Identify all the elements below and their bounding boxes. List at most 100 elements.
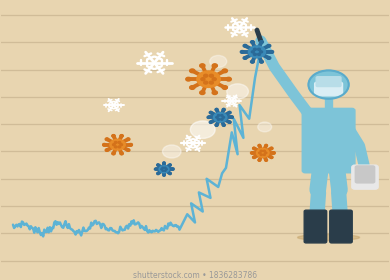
Circle shape <box>186 77 191 81</box>
Circle shape <box>253 156 255 158</box>
Circle shape <box>308 71 349 99</box>
Circle shape <box>161 169 163 170</box>
Circle shape <box>215 124 218 126</box>
Circle shape <box>222 69 227 73</box>
Circle shape <box>250 41 254 43</box>
FancyBboxPatch shape <box>330 210 352 243</box>
Circle shape <box>190 69 195 73</box>
Circle shape <box>105 149 109 151</box>
Circle shape <box>252 51 254 53</box>
Circle shape <box>217 118 220 120</box>
Circle shape <box>209 81 213 84</box>
Circle shape <box>113 144 115 146</box>
Circle shape <box>213 113 227 122</box>
FancyBboxPatch shape <box>304 210 327 243</box>
Circle shape <box>272 152 275 154</box>
Circle shape <box>169 173 171 174</box>
Circle shape <box>221 115 223 116</box>
Circle shape <box>112 152 115 155</box>
Circle shape <box>110 139 125 150</box>
Circle shape <box>230 116 233 118</box>
Circle shape <box>210 55 227 67</box>
Circle shape <box>270 50 273 53</box>
Circle shape <box>200 91 205 95</box>
Ellipse shape <box>298 234 360 241</box>
Circle shape <box>197 71 220 87</box>
Circle shape <box>260 154 262 155</box>
Circle shape <box>270 147 273 149</box>
Circle shape <box>215 109 218 111</box>
Circle shape <box>227 84 248 99</box>
Circle shape <box>112 135 115 137</box>
Circle shape <box>200 64 205 67</box>
FancyBboxPatch shape <box>352 165 378 189</box>
Circle shape <box>204 74 208 77</box>
Circle shape <box>263 154 265 155</box>
Circle shape <box>265 152 267 154</box>
Circle shape <box>263 150 265 152</box>
FancyBboxPatch shape <box>302 108 355 173</box>
Circle shape <box>222 124 225 126</box>
Circle shape <box>260 60 263 63</box>
Circle shape <box>222 86 227 89</box>
Circle shape <box>221 118 223 120</box>
Circle shape <box>258 122 272 132</box>
Circle shape <box>114 146 117 148</box>
Circle shape <box>260 150 262 152</box>
Circle shape <box>270 156 273 158</box>
Circle shape <box>212 78 216 81</box>
Text: shutterstock.com • 1836283786: shutterstock.com • 1836283786 <box>133 271 257 280</box>
Circle shape <box>259 152 261 154</box>
Circle shape <box>254 53 256 55</box>
Circle shape <box>250 60 254 63</box>
Circle shape <box>217 115 220 116</box>
Circle shape <box>105 138 109 140</box>
Circle shape <box>257 53 261 55</box>
Circle shape <box>267 57 271 59</box>
Circle shape <box>190 86 195 89</box>
Circle shape <box>201 78 205 81</box>
Circle shape <box>267 45 271 47</box>
Circle shape <box>114 141 117 143</box>
Circle shape <box>157 173 159 174</box>
Circle shape <box>240 50 244 53</box>
Circle shape <box>159 166 169 173</box>
Circle shape <box>212 91 217 95</box>
Circle shape <box>254 48 256 50</box>
Circle shape <box>126 138 130 140</box>
Circle shape <box>118 146 121 148</box>
Circle shape <box>166 169 167 170</box>
Circle shape <box>222 109 225 111</box>
Circle shape <box>226 77 231 81</box>
Circle shape <box>120 144 122 146</box>
Circle shape <box>258 159 261 161</box>
Circle shape <box>258 144 261 146</box>
FancyBboxPatch shape <box>315 82 342 96</box>
Circle shape <box>126 149 130 151</box>
Circle shape <box>209 121 212 123</box>
Circle shape <box>212 64 217 67</box>
Circle shape <box>257 148 269 157</box>
Circle shape <box>204 81 208 84</box>
Circle shape <box>157 164 159 166</box>
Circle shape <box>103 143 106 146</box>
Circle shape <box>228 111 231 114</box>
Circle shape <box>163 145 181 158</box>
Circle shape <box>265 159 268 161</box>
Circle shape <box>169 164 171 166</box>
Circle shape <box>129 143 133 146</box>
Circle shape <box>216 116 218 118</box>
Circle shape <box>253 147 255 149</box>
Circle shape <box>260 41 263 43</box>
Circle shape <box>120 152 123 155</box>
Circle shape <box>222 116 225 118</box>
Circle shape <box>265 144 268 146</box>
Circle shape <box>163 162 165 164</box>
Circle shape <box>164 167 166 168</box>
Circle shape <box>207 116 210 118</box>
Circle shape <box>154 169 157 170</box>
Circle shape <box>162 167 164 168</box>
FancyBboxPatch shape <box>316 77 341 87</box>
Circle shape <box>118 141 121 143</box>
Circle shape <box>243 57 247 59</box>
